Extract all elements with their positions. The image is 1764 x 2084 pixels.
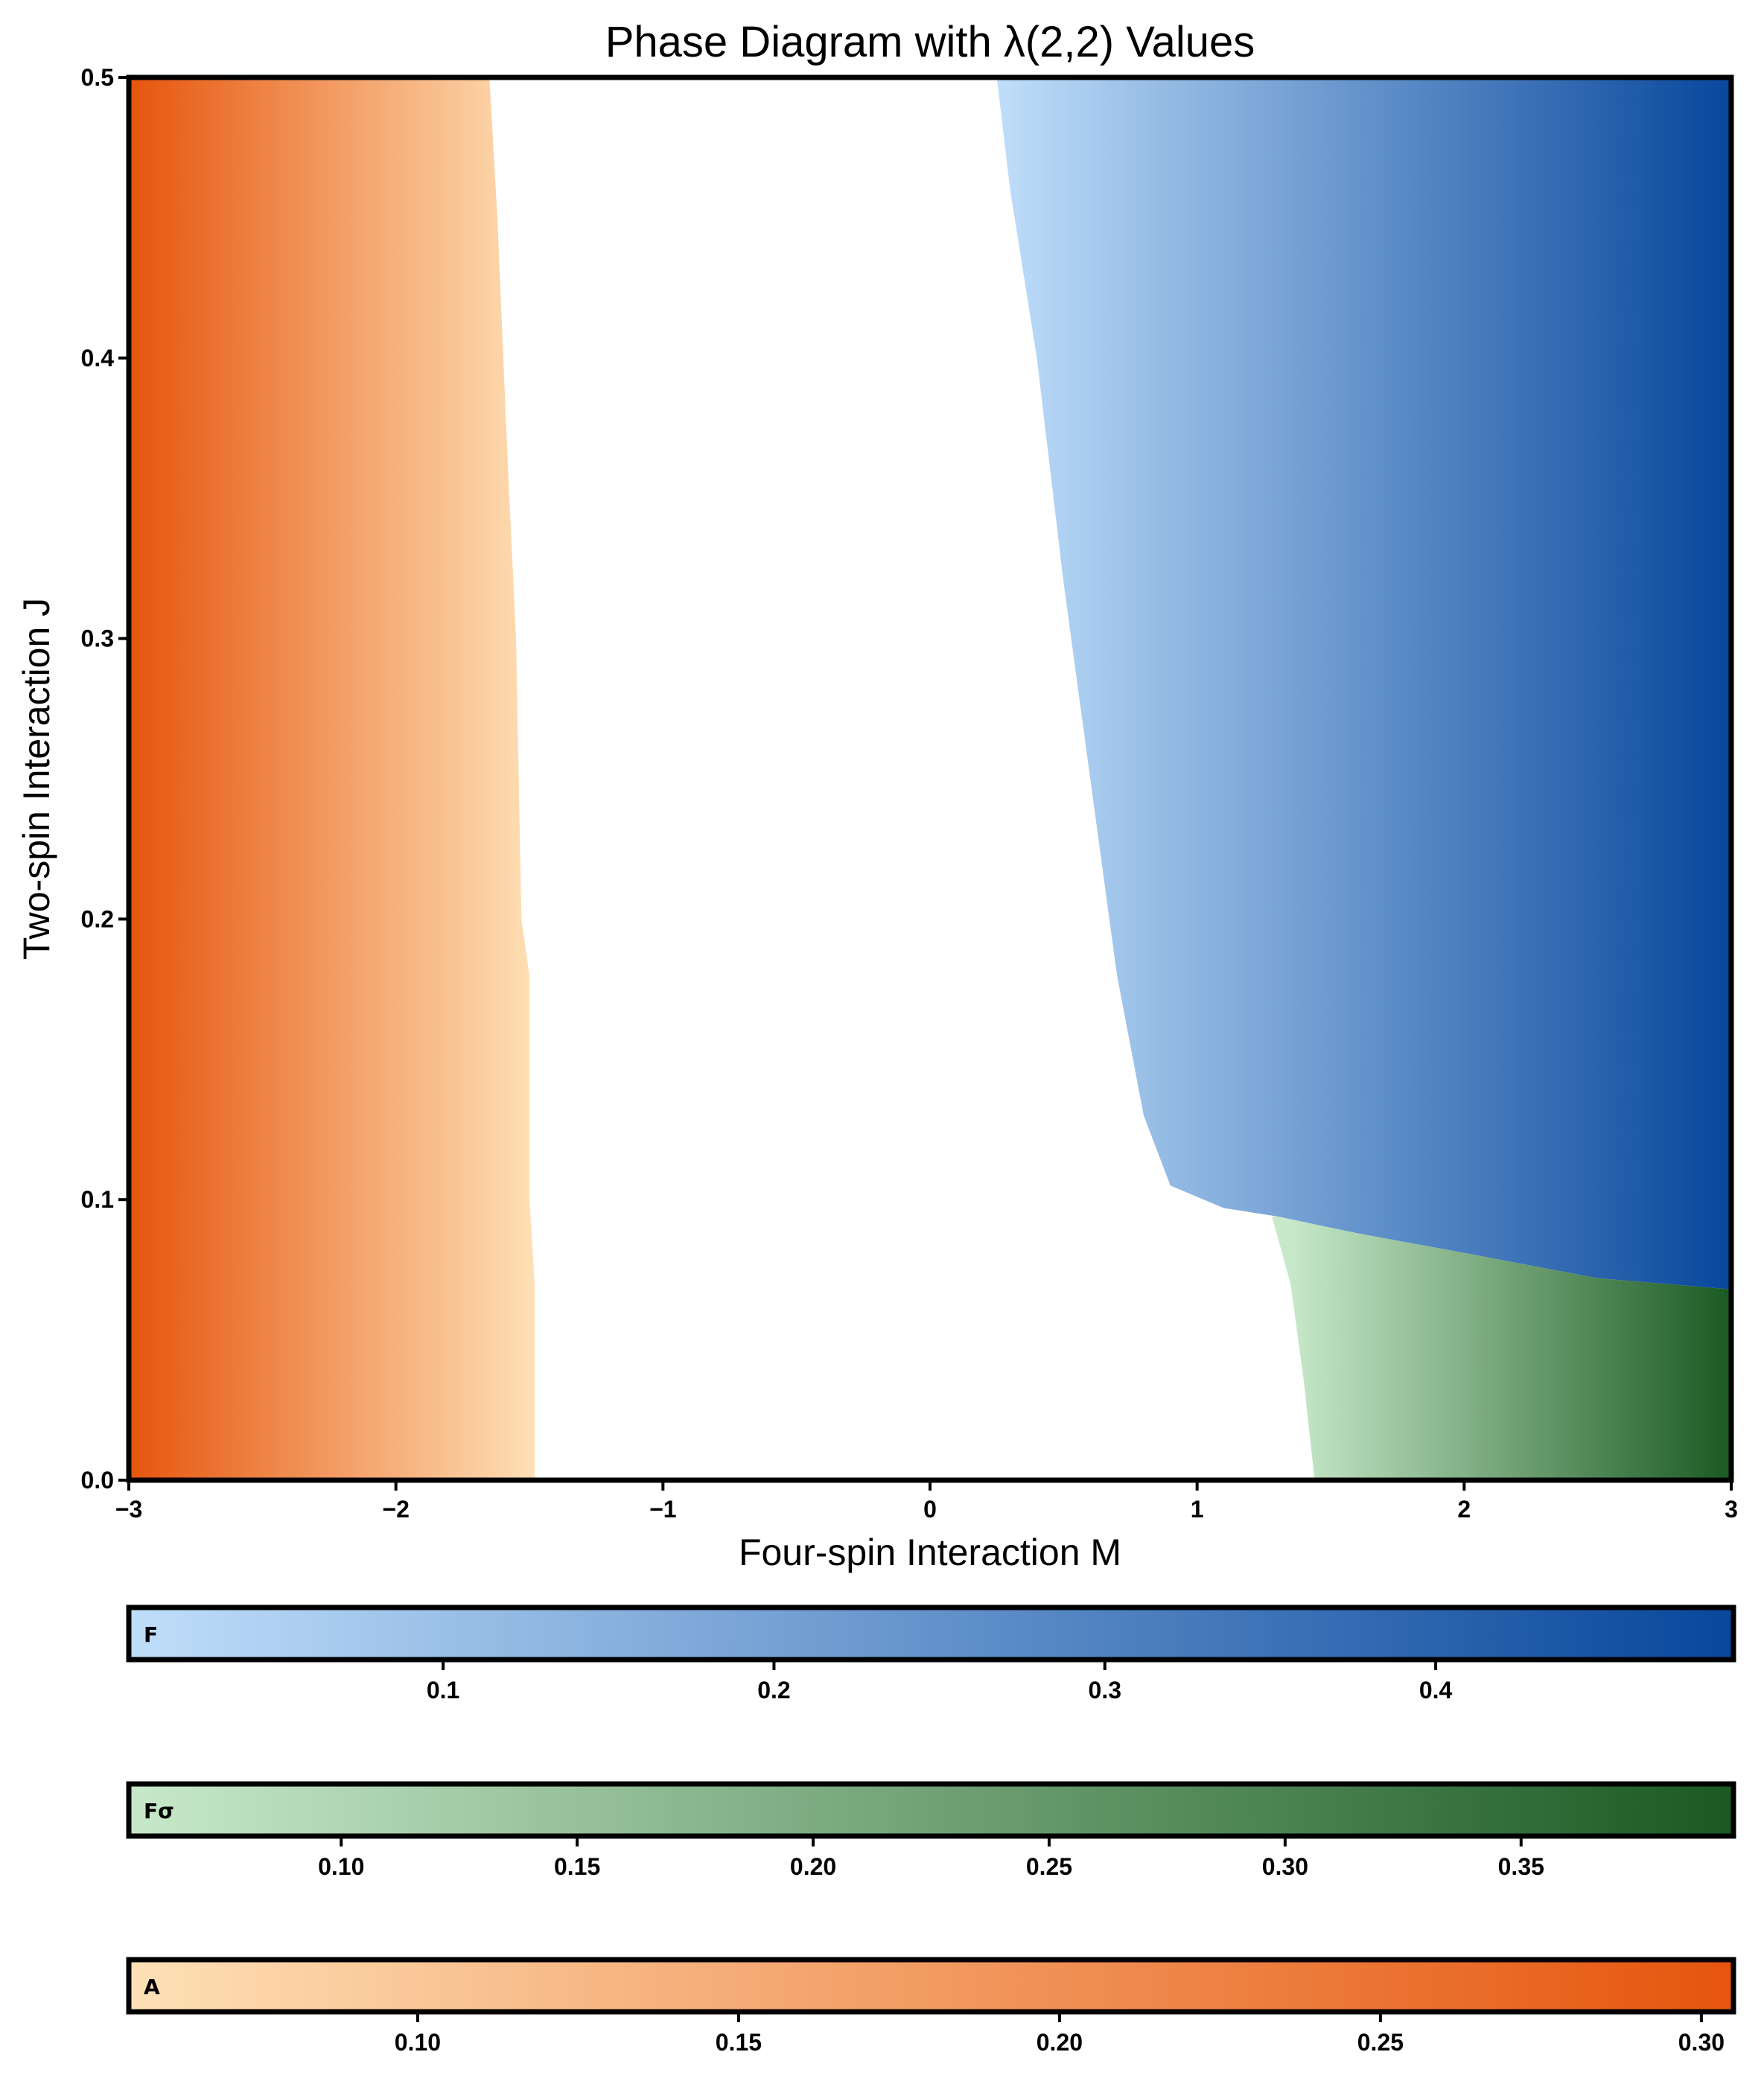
x-tick-label: 0 [923,1496,937,1523]
colorbar-tick-label: 0.15 [554,1853,600,1880]
colorbar-tick-label: 0.10 [395,2029,441,2056]
x-axis: −3 −2 −1 0 1 2 3 [115,1480,1738,1523]
colorbar-tick-label: 0.25 [1357,2029,1404,2056]
colorbar-tick-label: 0.25 [1026,1853,1072,1880]
y-tick-label: 0.0 [81,1467,114,1494]
colorbar-label: F [144,1622,158,1647]
colorbar-tick-label: 0.1 [427,1677,459,1704]
x-tick-label: 3 [1725,1496,1738,1523]
colorbar-tick-label: 0.20 [1037,2029,1083,2056]
colorbars: F 0.1 0.2 0.3 0.4 Fσ 0.10 0.15 0.20 0.25 0.30 0.35 A… [126,1605,1736,2056]
x-tick-label: −3 [115,1496,142,1523]
colorbar-a: A 0.10 0.15 0.20 0.25 0.30 [126,1957,1736,2056]
colorbar-label: Fσ [144,1799,174,1823]
colorbar-tick-label: 0.3 [1089,1677,1121,1704]
colorbar-f: F 0.1 0.2 0.3 0.4 [126,1605,1736,1704]
x-axis-label: Four-spin Interaction M [739,1532,1121,1573]
y-axis: 0.0 0.1 0.2 0.3 0.4 0.5 [81,64,129,1494]
region-f [996,77,1731,1290]
colorbar-frame [126,1605,1736,1663]
colorbar-gradient [129,1784,1733,1836]
region-f-sigma [1272,1216,1731,1480]
colorbar-f-sigma: Fσ 0.10 0.15 0.20 0.25 0.30 0.35 [126,1781,1736,1880]
x-tick-label: −2 [382,1496,409,1523]
y-tick-label: 0.1 [81,1186,114,1213]
colorbar-gradient [129,1607,1733,1660]
chart-title: Phase Diagram with λ(2,2) Values [605,18,1255,66]
x-tick-label: 2 [1457,1496,1471,1523]
region-a [129,77,535,1480]
y-axis-label: Two-spin Interaction J [16,598,57,960]
plot-area [129,77,1731,1480]
colorbar-label: A [144,1975,160,1999]
colorbar-gradient [129,1960,1733,2012]
colorbar-tick-label: 0.2 [757,1677,790,1704]
y-tick-label: 0.2 [81,905,114,932]
colorbar-tick-label: 0.20 [790,1853,836,1880]
colorbar-tick-label: 0.30 [1262,1853,1308,1880]
colorbar-tick-label: 0.35 [1498,1853,1544,1880]
y-tick-label: 0.3 [81,625,114,652]
colorbar-tick-label: 0.30 [1678,2029,1725,2056]
y-tick-label: 0.4 [81,345,115,372]
y-tick-label: 0.5 [81,64,114,91]
colorbar-frame [126,1781,1736,1839]
colorbar-tick-label: 0.10 [318,1853,364,1880]
x-tick-label: 1 [1191,1496,1204,1523]
colorbar-frame [126,1957,1736,2015]
colorbar-tick-label: 0.4 [1419,1677,1453,1704]
x-tick-label: −1 [649,1496,676,1523]
colorbar-tick-label: 0.15 [716,2029,762,2056]
